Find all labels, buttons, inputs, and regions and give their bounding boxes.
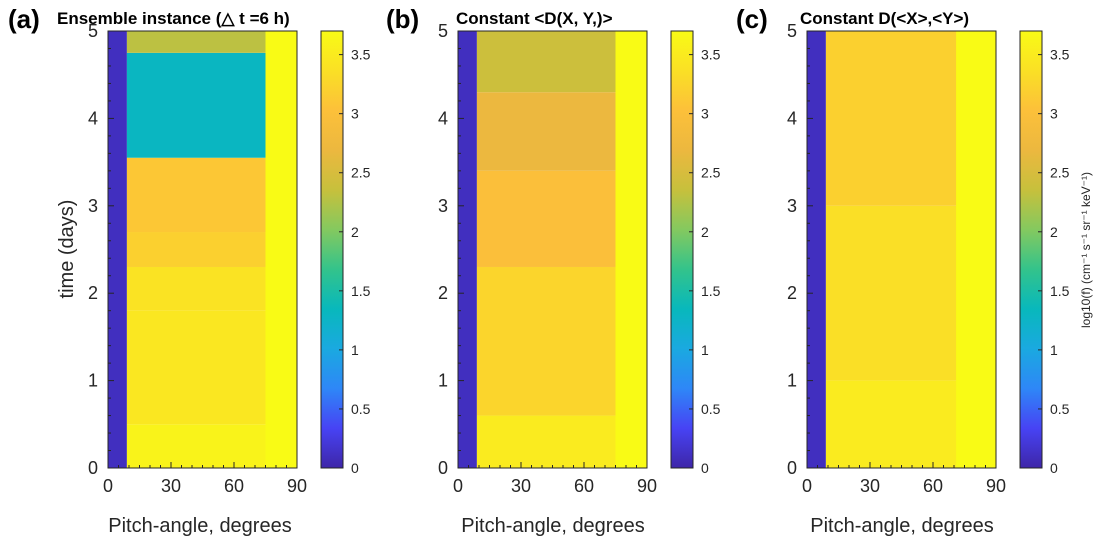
colorbar-tick-label: 3 [351, 106, 359, 122]
colorbar-tick-label: 0.5 [701, 401, 721, 417]
x-tick-label: 0 [453, 476, 463, 496]
x-tick-label: 0 [103, 476, 113, 496]
colorbar-tick-label: 3 [701, 106, 709, 122]
x-tick-label: 90 [287, 476, 307, 496]
y-tick-label: 0 [88, 458, 98, 478]
colorbar-tick-label: 2.5 [1050, 165, 1070, 181]
colorbar-tick-label: 3 [1050, 106, 1058, 122]
x-tick-label: 30 [161, 476, 181, 496]
y-tick-label: 5 [88, 21, 98, 41]
y-tick-label: 2 [787, 283, 797, 303]
colorbar-tick-label: 1.5 [1050, 283, 1070, 299]
panel-a: (a) Ensemble instance (△ t =6 h) 0 30 60 90… [8, 4, 371, 537]
colorbar-gradient [1020, 31, 1042, 468]
panel-a-label: (a) [8, 4, 40, 34]
heatmap-cell [807, 31, 826, 468]
heatmap-cell [126, 31, 298, 53]
panel-b-title: Constant <D(X, Y,)> [456, 9, 613, 28]
x-tick-label: 60 [224, 476, 244, 496]
colorbar-tick-label: 3.5 [351, 47, 371, 63]
colorbar-tick-label: 3.5 [1050, 47, 1070, 63]
panel-c-label: (c) [736, 4, 768, 34]
panel-c-title: Constant D(<X>,<Y>) [800, 9, 969, 28]
heatmap-cell [458, 31, 477, 468]
heatmap-cell [108, 31, 127, 468]
y-tick-label: 5 [787, 21, 797, 41]
panel-c-colorbar: 0 0.5 1 1.5 2 2.5 3 3.5 [1019, 30, 1070, 476]
colorbar-tick-label: 1.5 [351, 283, 371, 299]
x-tick-label: 90 [637, 476, 657, 496]
colorbar-tick-label: 1 [701, 342, 709, 358]
colorbar-tick-label: 1.5 [701, 283, 721, 299]
panel-a-title: Ensemble instance (△ t =6 h) [57, 9, 290, 28]
colorbar-frame [320, 30, 344, 469]
x-tick-label: 90 [986, 476, 1006, 496]
y-tick-label: 4 [438, 108, 448, 128]
colorbar-tick-label: 1 [1050, 342, 1058, 358]
heatmap-cell [265, 31, 297, 468]
colorbar-tick-label: 2.5 [701, 165, 721, 181]
colorbar-tick-label: 1 [351, 342, 359, 358]
y-tick-label: 3 [438, 196, 448, 216]
colorbar-gradient [671, 31, 693, 468]
x-tick-label: 0 [802, 476, 812, 496]
y-tick-label: 4 [88, 108, 98, 128]
colorbar-frame [670, 30, 694, 469]
colorbar-gradient [321, 31, 343, 468]
panel-a-xlabel: Pitch-angle, degrees [108, 515, 291, 537]
panel-b-plot: 0 30 60 90 0 1 2 3 4 5 [438, 21, 657, 496]
y-tick-label: 0 [787, 458, 797, 478]
panel-a-plot: 0 30 60 90 0 1 2 3 4 5 [88, 21, 307, 496]
colorbar-tick-label: 2.5 [351, 165, 371, 181]
panel-b-xlabel: Pitch-angle, degrees [461, 515, 644, 537]
panel-a-colorbar: 0 0.5 1 1.5 2 2.5 3 3.5 [320, 30, 371, 476]
panel-c-xlabel: Pitch-angle, degrees [810, 515, 993, 537]
panel-b-colorbar: 0 0.5 1 1.5 2 2.5 3 3.5 [670, 30, 721, 476]
colorbar-tick-label: 0 [1050, 460, 1058, 476]
y-tick-label: 3 [88, 196, 98, 216]
heatmap-cell [615, 31, 647, 468]
y-tick-label: 1 [438, 371, 448, 391]
colorbar-tick-label: 2 [1050, 224, 1058, 240]
colorbar-frame [1019, 30, 1043, 469]
y-tick-label: 5 [438, 21, 448, 41]
colorbar-tick-label: 2 [351, 224, 359, 240]
y-tick-label: 3 [787, 196, 797, 216]
x-tick-label: 30 [511, 476, 531, 496]
panel-a-ylabel: time (days) [56, 200, 78, 299]
panel-b-label: (b) [386, 4, 419, 34]
colorbar-tick-label: 0.5 [351, 401, 371, 417]
colorbar-tick-label: 0.5 [1050, 401, 1070, 417]
y-tick-label: 4 [787, 108, 797, 128]
y-tick-label: 2 [88, 283, 98, 303]
x-tick-label: 30 [860, 476, 880, 496]
y-tick-label: 1 [787, 371, 797, 391]
colorbar-tick-label: 0 [701, 460, 709, 476]
colorbar-tick-label: 2 [701, 224, 709, 240]
panel-c-colorbar-label: log10(f) (cm⁻¹ s⁻¹ sr⁻¹ keV⁻¹) [1079, 172, 1093, 328]
x-tick-label: 60 [923, 476, 943, 496]
heatmap-cell [956, 31, 996, 468]
colorbar-tick-label: 3.5 [701, 47, 721, 63]
y-tick-label: 2 [438, 283, 448, 303]
colorbar-tick-label: 0 [351, 460, 359, 476]
panel-c-plot: 0 30 60 90 0 1 2 3 4 5 [787, 21, 1006, 496]
y-tick-label: 1 [88, 371, 98, 391]
x-tick-label: 60 [574, 476, 594, 496]
y-tick-label: 0 [438, 458, 448, 478]
